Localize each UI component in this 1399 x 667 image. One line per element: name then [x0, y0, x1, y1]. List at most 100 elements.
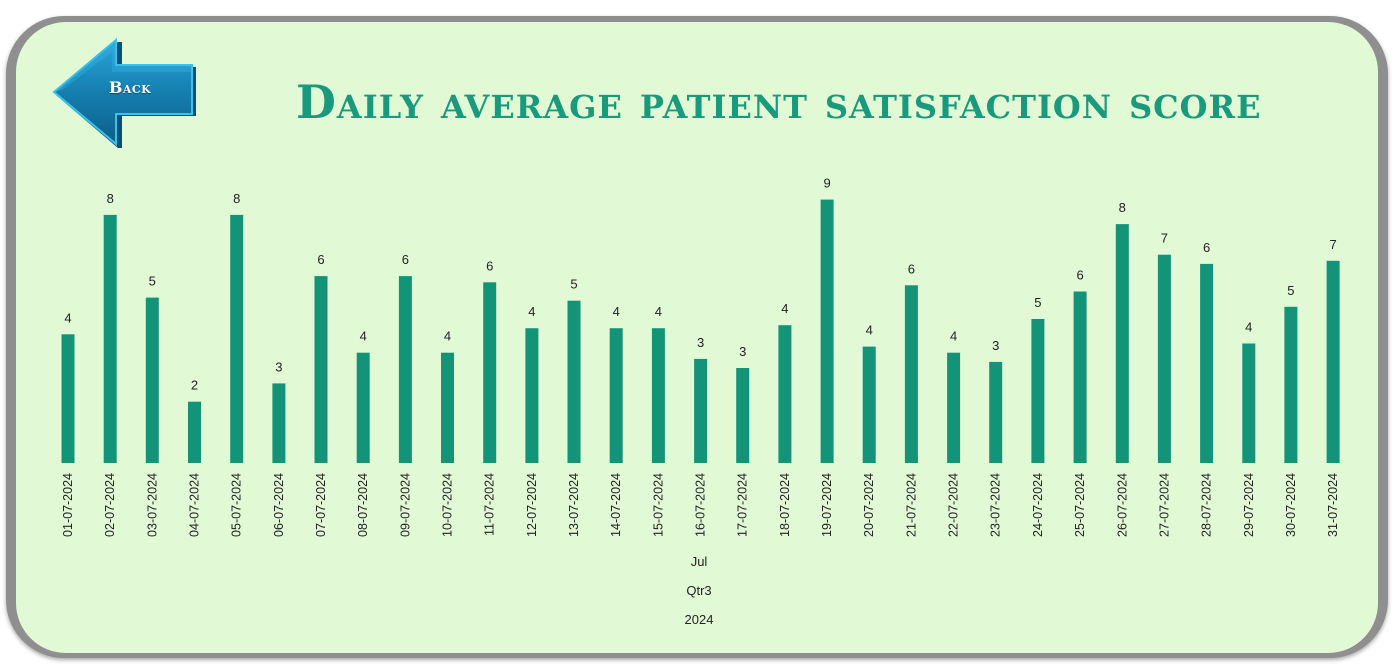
data-label-09-07-2024: 6 [402, 252, 409, 267]
bar-21-07-2024 [904, 285, 918, 463]
x-tick-label-27-07-2024: 27-07-2024 [1157, 473, 1171, 537]
bar-12-07-2024 [525, 328, 539, 463]
x-tick-label-09-07-2024: 09-07-2024 [398, 473, 412, 537]
data-label-30-07-2024: 5 [1287, 283, 1294, 298]
x-tick-label-25-07-2024: 25-07-2024 [1073, 473, 1087, 537]
bar-28-07-2024 [1200, 263, 1214, 463]
data-label-29-07-2024: 4 [1245, 320, 1252, 335]
x-tick-label-10-07-2024: 10-07-2024 [441, 473, 455, 537]
x-tick-label-02-07-2024: 02-07-2024 [103, 473, 117, 537]
data-label-26-07-2024: 8 [1119, 200, 1126, 215]
data-label-13-07-2024: 5 [570, 277, 577, 292]
data-label-12-07-2024: 4 [528, 304, 535, 319]
bar-02-07-2024 [103, 214, 117, 463]
x-tick-label-01-07-2024: 01-07-2024 [61, 473, 75, 537]
bar-07-07-2024 [314, 276, 328, 463]
x-tick-label-22-07-2024: 22-07-2024 [947, 473, 961, 537]
chart-title: Daily average patient satisfaction score [296, 75, 1262, 129]
x-tick-label-26-07-2024: 26-07-2024 [1115, 473, 1129, 537]
bar-29-07-2024 [1242, 343, 1256, 463]
bar-14-07-2024 [609, 328, 623, 463]
x-tick-label-15-07-2024: 15-07-2024 [651, 473, 665, 537]
x-tick-label-07-07-2024: 07-07-2024 [314, 473, 328, 537]
bar-25-07-2024 [1073, 291, 1087, 463]
bar-24-07-2024 [1031, 319, 1045, 463]
x-tick-label-16-07-2024: 16-07-2024 [694, 473, 708, 537]
bar-23-07-2024 [989, 361, 1003, 463]
data-label-04-07-2024: 2 [191, 378, 198, 393]
axis-group-quarter: Qtr3 [686, 583, 711, 598]
bar-17-07-2024 [736, 368, 750, 463]
data-label-15-07-2024: 4 [655, 304, 662, 319]
bar-09-07-2024 [398, 276, 412, 463]
data-label-20-07-2024: 4 [866, 323, 873, 338]
data-label-21-07-2024: 6 [908, 261, 915, 276]
bar-16-07-2024 [694, 358, 708, 463]
data-label-28-07-2024: 6 [1203, 240, 1210, 255]
back-button[interactable]: Back [52, 38, 198, 150]
x-tick-label-14-07-2024: 14-07-2024 [609, 473, 623, 537]
x-tick-label-13-07-2024: 13-07-2024 [567, 473, 581, 537]
data-label-22-07-2024: 4 [950, 329, 957, 344]
bar-08-07-2024 [356, 352, 370, 463]
back-button-label: Back [108, 78, 152, 97]
data-label-01-07-2024: 4 [64, 310, 71, 325]
data-label-05-07-2024: 8 [233, 191, 240, 206]
x-tick-label-31-07-2024: 31-07-2024 [1326, 473, 1340, 537]
x-tick-label-03-07-2024: 03-07-2024 [145, 473, 159, 537]
data-label-16-07-2024: 3 [697, 335, 704, 350]
x-tick-label-04-07-2024: 04-07-2024 [188, 473, 202, 537]
x-tick-label-08-07-2024: 08-07-2024 [356, 473, 370, 537]
x-tick-label-11-07-2024: 11-07-2024 [483, 473, 497, 536]
bar-06-07-2024 [272, 383, 286, 463]
bar-03-07-2024 [145, 297, 159, 463]
bar-22-07-2024 [947, 352, 961, 463]
data-label-06-07-2024: 3 [275, 359, 282, 374]
data-label-18-07-2024: 4 [781, 301, 788, 316]
bar-15-07-2024 [651, 328, 665, 463]
bar-20-07-2024 [862, 346, 876, 463]
data-label-25-07-2024: 6 [1076, 268, 1083, 283]
bar-01-07-2024 [61, 334, 75, 463]
axis-group-year: 2024 [685, 612, 714, 627]
bar-26-07-2024 [1115, 224, 1129, 463]
data-label-19-07-2024: 9 [823, 176, 830, 191]
bar-19-07-2024 [820, 199, 834, 463]
data-label-23-07-2024: 3 [992, 338, 999, 353]
data-label-31-07-2024: 7 [1329, 237, 1336, 252]
bar-13-07-2024 [567, 300, 581, 463]
x-tick-label-17-07-2024: 17-07-2024 [736, 473, 750, 537]
bar-30-07-2024 [1284, 306, 1298, 463]
data-label-17-07-2024: 3 [739, 344, 746, 359]
axis-group-month: Jul [691, 554, 708, 569]
x-tick-label-24-07-2024: 24-07-2024 [1031, 473, 1045, 537]
x-tick-label-05-07-2024: 05-07-2024 [230, 473, 244, 537]
x-tick-label-06-07-2024: 06-07-2024 [272, 473, 286, 537]
x-tick-label-20-07-2024: 20-07-2024 [862, 473, 876, 537]
x-tick-label-23-07-2024: 23-07-2024 [989, 473, 1003, 537]
x-tick-label-21-07-2024: 21-07-2024 [904, 473, 918, 537]
data-label-24-07-2024: 5 [1034, 295, 1041, 310]
data-label-03-07-2024: 5 [149, 274, 156, 289]
x-tick-label-19-07-2024: 19-07-2024 [820, 473, 834, 537]
data-label-07-07-2024: 6 [317, 252, 324, 267]
bar-27-07-2024 [1157, 254, 1171, 463]
data-label-14-07-2024: 4 [613, 304, 620, 319]
data-label-11-07-2024: 6 [486, 258, 493, 273]
bar-31-07-2024 [1326, 260, 1340, 463]
x-tick-label-29-07-2024: 29-07-2024 [1242, 473, 1256, 537]
bar-18-07-2024 [778, 325, 792, 463]
data-label-27-07-2024: 7 [1161, 231, 1168, 246]
x-tick-label-12-07-2024: 12-07-2024 [525, 473, 539, 537]
data-label-02-07-2024: 8 [107, 191, 114, 206]
bar-11-07-2024 [483, 282, 497, 463]
x-tick-label-18-07-2024: 18-07-2024 [778, 473, 792, 537]
bar-04-07-2024 [188, 401, 201, 463]
x-tick-label-28-07-2024: 28-07-2024 [1200, 473, 1214, 537]
back-arrow-icon [52, 38, 196, 148]
bar-05-07-2024 [230, 214, 244, 463]
x-tick-label-30-07-2024: 30-07-2024 [1284, 473, 1298, 537]
data-label-10-07-2024: 4 [444, 329, 451, 344]
data-label-08-07-2024: 4 [360, 329, 367, 344]
